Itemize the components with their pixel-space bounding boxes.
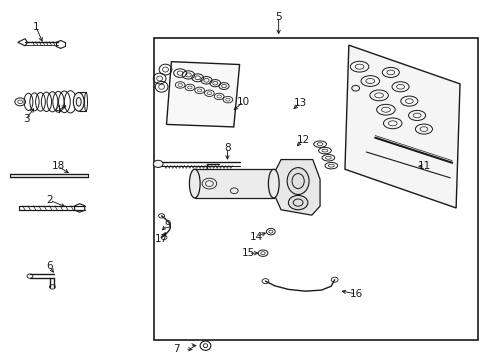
Polygon shape [344,45,459,208]
Text: 7: 7 [173,344,179,354]
Polygon shape [273,159,320,215]
Text: 2: 2 [46,195,53,205]
Bar [194,169,273,198]
Bar [154,39,477,339]
Text: 13: 13 [293,98,306,108]
Ellipse shape [268,169,279,198]
Text: 6: 6 [46,261,53,271]
Text: 10: 10 [237,97,249,107]
Text: 12: 12 [296,135,309,145]
Ellipse shape [288,195,307,210]
Text: 9: 9 [164,220,170,230]
Text: 3: 3 [22,114,29,124]
Circle shape [153,160,163,167]
Polygon shape [166,62,239,127]
Text: 17: 17 [155,234,168,244]
Text: 4: 4 [55,105,61,115]
Text: 18: 18 [52,161,65,171]
Text: 14: 14 [249,232,262,242]
Ellipse shape [286,168,308,194]
Ellipse shape [189,169,200,198]
Text: 16: 16 [349,289,363,299]
Text: 1: 1 [32,22,39,32]
Text: 8: 8 [224,143,230,153]
Text: 5: 5 [275,12,282,22]
Text: 11: 11 [417,161,430,171]
Text: 15: 15 [241,248,255,258]
Ellipse shape [73,93,84,111]
